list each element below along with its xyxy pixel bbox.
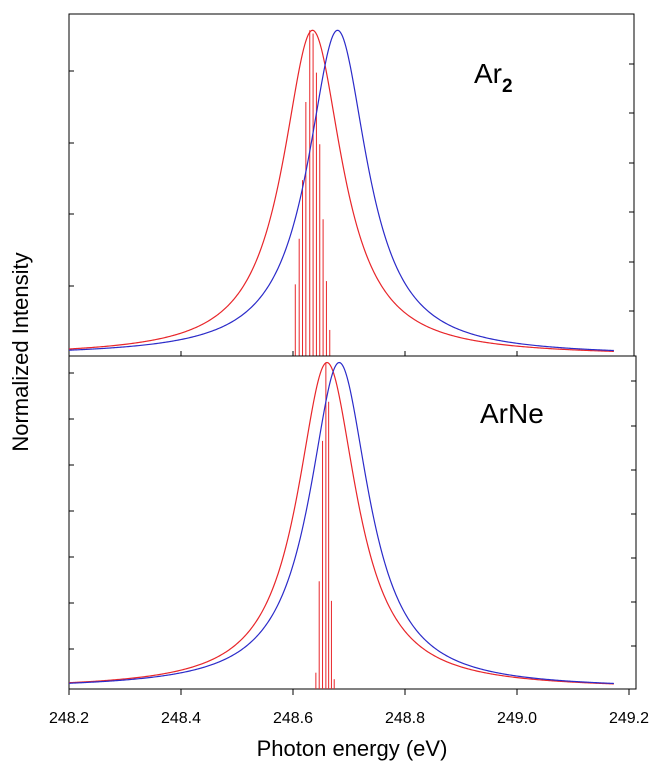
y-axis-title: Normalized Intensity	[8, 252, 33, 451]
panel-arne-frame	[68, 355, 637, 690]
x-tick-label: 248.2	[49, 710, 89, 727]
panel-ar2-left-ticks	[69, 70, 74, 287]
x-tick-label: 248.8	[385, 710, 425, 727]
panel-ar2-label-subscript: 2	[502, 76, 513, 97]
panel-ar2-red-series	[68, 29, 614, 352]
panel-ar2-frame	[68, 13, 635, 357]
x-tick-label: 249.0	[497, 710, 537, 727]
x-tick-label: 248.6	[273, 710, 313, 727]
panel-arne-blue-series	[68, 361, 614, 685]
panel-ar2-sticks	[294, 30, 331, 356]
panel-ar2-label-main: Ar	[474, 58, 502, 89]
panel-arne: ArNe	[68, 355, 637, 695]
x-tick-labels: 248.2 248.4 248.6 248.8 249.0 249.2	[49, 710, 649, 727]
panel-ar2-bottom-ticks	[180, 351, 518, 356]
x-tick-label: 248.4	[161, 710, 201, 727]
panel-ar2-blue-series	[68, 29, 614, 352]
x-axis-title: Photon energy (eV)	[257, 736, 448, 761]
panel-arne-x-ticks	[68, 689, 630, 695]
panel-ar2-label: Ar2	[474, 58, 513, 97]
panel-arne-red-series	[68, 361, 614, 685]
panel-ar2-right-ticks	[629, 13, 634, 312]
panel-ar2: Ar2	[68, 13, 635, 357]
panel-arne-sticks	[315, 362, 335, 689]
panel-arne-right-ticks	[631, 380, 636, 647]
panel-arne-left-ticks	[69, 372, 74, 650]
panel-arne-label: ArNe	[480, 398, 544, 429]
x-tick-label: 249.2	[609, 710, 649, 727]
